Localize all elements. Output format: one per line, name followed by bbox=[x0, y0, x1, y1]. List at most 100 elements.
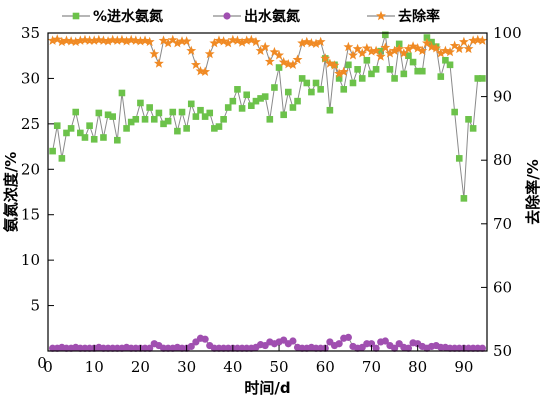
data-point-series-3 bbox=[126, 34, 137, 45]
data-point-series-1 bbox=[90, 136, 98, 143]
y-right-tick-label: 90 bbox=[493, 88, 512, 106]
y-left-tick-label: 20 bbox=[21, 160, 40, 178]
data-point-series-1 bbox=[160, 120, 167, 128]
data-point-series-1 bbox=[252, 97, 260, 105]
data-point-series-1 bbox=[95, 109, 103, 117]
data-point-series-1 bbox=[211, 125, 218, 132]
plot-area bbox=[47, 31, 488, 352]
data-point-series-1 bbox=[317, 86, 324, 93]
data-point-series-3 bbox=[70, 36, 81, 47]
data-point-series-1 bbox=[275, 64, 283, 71]
data-point-series-3 bbox=[251, 36, 261, 47]
data-point-series-3 bbox=[472, 34, 483, 45]
data-point-series-2 bbox=[335, 340, 343, 348]
axes: 0 10 20 30 40 50 60 70 80 90 0 5 10 15 20 25 30 35 50 60 70 8… bbox=[21, 24, 522, 376]
data-point-series-1 bbox=[479, 75, 486, 82]
data-point-series-1 bbox=[67, 125, 75, 132]
x-tick-label: 50 bbox=[270, 358, 289, 376]
data-point-series-3 bbox=[116, 34, 127, 45]
data-point-series-3 bbox=[135, 36, 146, 46]
data-point-series-1 bbox=[358, 75, 366, 82]
data-point-series-3 bbox=[408, 41, 419, 51]
data-point-series-3 bbox=[292, 54, 303, 64]
data-point-series-3 bbox=[181, 36, 192, 46]
data-point-series-1 bbox=[469, 125, 477, 132]
data-point-series-1 bbox=[234, 86, 241, 93]
data-point-series-3 bbox=[130, 35, 141, 45]
data-point-series-1 bbox=[53, 122, 61, 129]
data-point-series-3 bbox=[80, 34, 90, 45]
y-axis-right-title: 去除率/% bbox=[524, 159, 542, 225]
data-point-series-3 bbox=[445, 46, 455, 57]
data-point-series-1 bbox=[308, 88, 315, 96]
data-point-series-2 bbox=[146, 344, 154, 352]
data-point-series-3 bbox=[366, 46, 377, 56]
data-point-series-1 bbox=[340, 86, 348, 93]
data-point-series-1 bbox=[271, 84, 278, 91]
data-point-series-1 bbox=[174, 127, 181, 135]
legend-marker-2 bbox=[223, 12, 231, 20]
data-point-series-1 bbox=[419, 67, 426, 75]
data-point-series-3 bbox=[306, 37, 317, 48]
data-point-series-3 bbox=[426, 41, 437, 52]
x-tick-label: 90 bbox=[454, 358, 473, 376]
data-point-series-1 bbox=[377, 47, 385, 55]
data-point-series-2 bbox=[381, 337, 389, 345]
legend-label-3: 去除率 bbox=[398, 8, 440, 25]
data-point-series-1 bbox=[294, 97, 301, 105]
data-point-series-1 bbox=[164, 117, 172, 125]
data-point-series-3 bbox=[260, 41, 271, 52]
data-point-series-3 bbox=[389, 45, 400, 56]
data-point-series-3 bbox=[227, 34, 238, 45]
x-tick-label: 20 bbox=[131, 358, 150, 376]
data-point-series-3 bbox=[223, 37, 234, 48]
data-point-series-1 bbox=[137, 99, 144, 107]
data-point-series-3 bbox=[98, 35, 109, 45]
data-point-series-1 bbox=[100, 134, 107, 141]
y-left-zero-label: 0 bbox=[37, 354, 47, 372]
data-point-series-1 bbox=[414, 67, 421, 75]
data-point-series-1 bbox=[442, 56, 449, 64]
data-point-series-3 bbox=[204, 48, 215, 59]
data-point-series-1 bbox=[72, 108, 80, 116]
y-axis-left-title: 氨氮浓度/% bbox=[2, 152, 20, 233]
data-point-series-3 bbox=[167, 34, 178, 45]
x-tick-label: 60 bbox=[316, 358, 335, 376]
y-left-tick-label: 10 bbox=[21, 251, 40, 269]
data-point-series-3 bbox=[348, 50, 358, 60]
data-point-series-1 bbox=[197, 106, 204, 114]
data-point-series-2 bbox=[372, 344, 380, 352]
data-point-series-1 bbox=[266, 116, 274, 123]
data-point-series-2 bbox=[187, 342, 195, 351]
data-point-series-1 bbox=[248, 102, 255, 109]
data-point-series-1 bbox=[104, 111, 112, 119]
data-point-series-3 bbox=[93, 34, 104, 45]
y-left-tick-label: 15 bbox=[21, 206, 40, 224]
data-point-series-2 bbox=[367, 340, 376, 348]
data-point-series-1 bbox=[409, 58, 417, 66]
data-point-series-1 bbox=[303, 79, 311, 87]
data-point-series-1 bbox=[192, 113, 200, 120]
data-point-series-1 bbox=[298, 75, 306, 82]
legend-label-1: %进水氨氮 bbox=[93, 8, 163, 25]
data-point-series-1 bbox=[114, 136, 121, 144]
data-point-series-3 bbox=[121, 36, 132, 46]
data-point-series-2 bbox=[289, 337, 297, 345]
data-point-series-3 bbox=[463, 43, 474, 54]
data-point-series-3 bbox=[338, 66, 349, 76]
y-right-tick-label: 80 bbox=[493, 151, 512, 169]
data-point-series-1 bbox=[465, 116, 472, 123]
data-point-series-3 bbox=[371, 45, 382, 56]
data-point-series-1 bbox=[215, 123, 223, 130]
data-point-series-2 bbox=[390, 344, 399, 352]
data-point-series-3 bbox=[140, 35, 150, 45]
data-point-series-1 bbox=[391, 75, 398, 82]
x-tick-label: 30 bbox=[177, 358, 196, 376]
data-point-series-1 bbox=[77, 129, 84, 137]
legend-label-2: 出水氨氮 bbox=[244, 8, 300, 25]
data-point-series-1 bbox=[146, 104, 153, 111]
data-point-series-3 bbox=[361, 43, 372, 53]
data-point-series-3 bbox=[237, 37, 248, 47]
data-point-series-3 bbox=[264, 56, 275, 66]
y-left-tick-label: 30 bbox=[21, 69, 40, 87]
